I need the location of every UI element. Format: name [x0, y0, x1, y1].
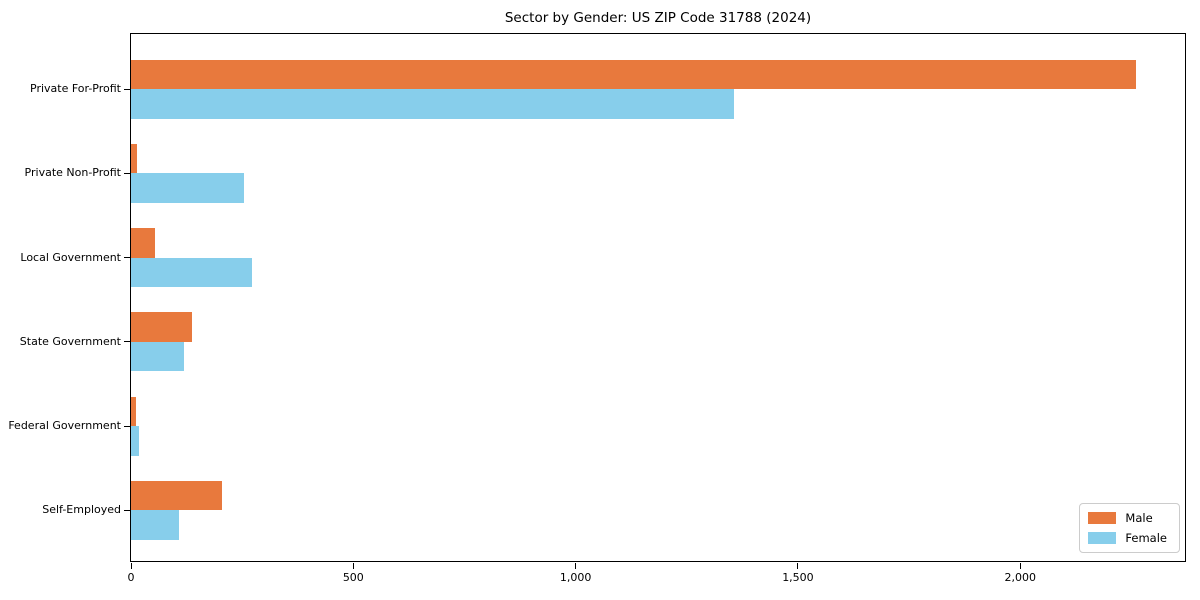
y-tick-local-government	[124, 257, 130, 259]
bar-male-federal-government	[131, 396, 137, 426]
y-tick-federal-government	[124, 425, 130, 427]
legend-label-female: Female	[1125, 531, 1167, 545]
legend-label-male: Male	[1125, 511, 1153, 525]
bar-female-self-employed	[131, 510, 179, 540]
y-axis-label-state-government: State Government	[19, 334, 121, 348]
bar-female-private-for-profit	[131, 89, 734, 119]
x-tick-2000	[1019, 563, 1021, 569]
x-tick-0	[130, 563, 132, 569]
y-axis-label-self-employed: Self-Employed	[42, 503, 121, 517]
bar-female-state-government	[131, 341, 185, 372]
x-tick-label-500: 500	[342, 571, 364, 584]
bar-female-federal-government	[131, 426, 140, 456]
x-tick-label-1000: 1,000	[559, 571, 592, 584]
y-tick-self-employed	[124, 509, 130, 511]
y-axis-label-federal-government: Federal Government	[8, 419, 121, 432]
chart-title: Sector by Gender: US ZIP Code 31788 (202…	[504, 10, 812, 26]
legend-item-male: Male	[1088, 511, 1167, 525]
legend-item-female: Female	[1088, 531, 1167, 545]
x-tick-1000	[575, 563, 577, 569]
bar-male-state-government	[131, 312, 192, 342]
legend: Male Female	[1079, 503, 1180, 553]
bar-male-local-government	[131, 228, 155, 258]
bar-male-self-employed	[131, 480, 223, 511]
x-tick-500	[352, 563, 354, 569]
y-tick-private-for-profit	[124, 88, 130, 90]
bar-female-local-government	[131, 257, 253, 288]
x-tick-label-2000: 2,000	[1004, 571, 1037, 584]
legend-swatch-female	[1088, 532, 1117, 544]
y-tick-private-non-profit	[124, 172, 130, 174]
bar-male-private-for-profit	[131, 59, 1136, 90]
x-tick-1500	[797, 563, 799, 569]
y-axis-label-private-for-profit: Private For-Profit	[30, 82, 121, 96]
legend-swatch-male	[1088, 512, 1117, 524]
y-axis-label-local-government: Local Government	[20, 250, 121, 264]
x-tick-label-1500: 1,500	[782, 571, 814, 584]
y-tick-state-government	[124, 341, 130, 343]
y-axis-label-private-non-profit: Private Non-Profit	[24, 166, 121, 180]
plot-area: Private For-Profit Private Non-Profit Loca…	[8, 33, 1186, 584]
bar-male-private-non-profit	[131, 143, 138, 174]
bar-female-private-non-profit	[131, 173, 244, 203]
x-tick-label-0: 0	[127, 571, 135, 584]
